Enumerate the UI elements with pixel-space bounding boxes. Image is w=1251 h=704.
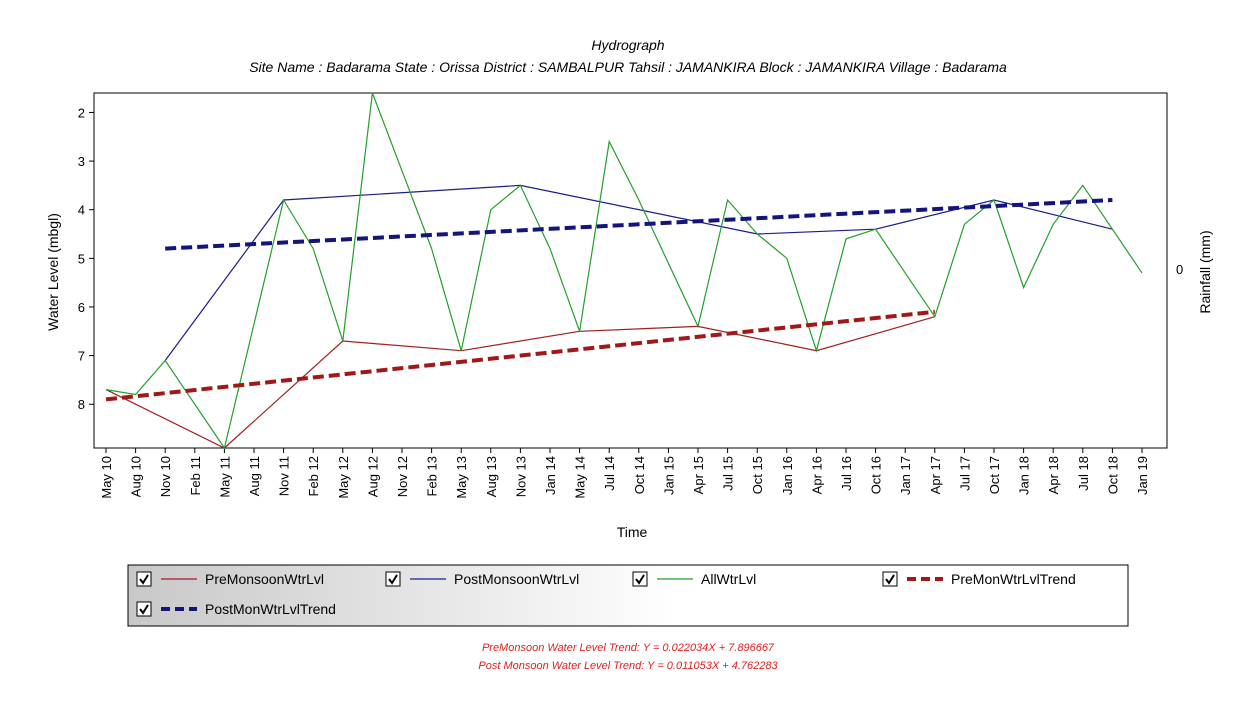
checkmark-icon bbox=[139, 604, 149, 615]
legend-checkbox[interactable] bbox=[882, 571, 898, 587]
x-tick-label: Apr 17 bbox=[928, 456, 943, 494]
legend-item-premonwtrlvltrend[interactable]: PreMonWtrLvlTrend bbox=[882, 571, 1076, 587]
x-tick-label: Jul 14 bbox=[602, 456, 617, 491]
legend-checkbox[interactable] bbox=[136, 601, 152, 617]
series-line-postmonwtrlvltrend bbox=[165, 198, 1113, 251]
chart-subtitle: Site Name : Badarama State : Orissa Dist… bbox=[249, 59, 1007, 75]
legend-item-premonsoonwtrlvl[interactable]: PreMonsoonWtrLvl bbox=[136, 571, 324, 587]
y-axis-label: Water Level (mbgl) bbox=[45, 213, 61, 331]
x-tick-label: Apr 16 bbox=[809, 456, 824, 494]
x-tick-label: Aug 10 bbox=[129, 456, 144, 497]
x-tick-label: Aug 12 bbox=[365, 456, 380, 497]
y-tick-label: 7 bbox=[78, 349, 85, 364]
x-tick-label: Nov 12 bbox=[395, 456, 410, 497]
plot-area bbox=[93, 92, 1168, 449]
x-tick-label: Jan 14 bbox=[543, 456, 558, 495]
x-tick-label: Oct 15 bbox=[750, 456, 765, 494]
x-tick-label: Nov 10 bbox=[158, 456, 173, 497]
x-tick-label: Jan 17 bbox=[898, 456, 913, 495]
y-tick-label: 3 bbox=[78, 154, 85, 169]
chart-title: Hydrograph bbox=[591, 37, 664, 53]
x-axis-label: Time bbox=[617, 524, 648, 540]
series-line-premonsoonwtrlvl bbox=[105, 316, 935, 449]
premonsoon-trend-equation: PreMonsoon Water Level Trend: Y = 0.0220… bbox=[482, 642, 775, 654]
legend-checkbox[interactable] bbox=[632, 571, 648, 587]
y2-tick-label: 0 bbox=[1176, 262, 1183, 277]
y-axis: 2 3 4 5 6 7 8 bbox=[78, 105, 94, 412]
y2-axis-label: Rainfall (mm) bbox=[1197, 230, 1213, 313]
x-tick-label: Feb 13 bbox=[425, 456, 440, 496]
legend-label: PostMonWtrLvlTrend bbox=[205, 601, 336, 617]
x-tick-label: May 13 bbox=[454, 456, 469, 499]
checkmark-icon bbox=[388, 574, 398, 585]
x-tick-label: Nov 13 bbox=[513, 456, 528, 497]
y-tick-label: 4 bbox=[78, 203, 85, 218]
legend-box bbox=[127, 564, 1129, 627]
series-line-premonwtrlvltrend bbox=[105, 309, 936, 402]
legend-label: AllWtrLvl bbox=[701, 571, 756, 587]
x-tick-label: Jan 16 bbox=[780, 456, 795, 495]
x-tick-label: Jan 15 bbox=[661, 456, 676, 495]
x-axis: May 10 Aug 10 Nov 10 Feb 11 May 11 Aug 11 Nov … bbox=[99, 448, 1150, 499]
x-tick-label: Jan 18 bbox=[1017, 456, 1032, 495]
x-tick-label: Jul 17 bbox=[957, 456, 972, 491]
x-tick-label: Apr 15 bbox=[691, 456, 706, 494]
y-tick-label: 2 bbox=[78, 105, 85, 120]
series-layer bbox=[105, 92, 1143, 450]
checkmark-icon bbox=[139, 574, 149, 585]
x-tick-label: Jul 18 bbox=[1076, 456, 1091, 491]
legend-checkbox[interactable] bbox=[385, 571, 401, 587]
legend-item-allwtrlvl[interactable]: AllWtrLvl bbox=[632, 571, 756, 587]
x-tick-label: Oct 18 bbox=[1105, 456, 1120, 494]
x-tick-label: Jul 15 bbox=[721, 456, 736, 491]
series-line-allwtrlvl bbox=[105, 92, 1143, 450]
x-tick-label: Aug 11 bbox=[247, 456, 262, 496]
y-tick-label: 5 bbox=[78, 251, 85, 266]
x-tick-label: May 12 bbox=[336, 456, 351, 499]
x-tick-label: Oct 17 bbox=[987, 456, 1002, 494]
x-tick-label: May 11 bbox=[217, 456, 232, 498]
legend: PreMonsoonWtrLvl PostMonsoonWtrLvl AllWtrL… bbox=[136, 571, 1076, 617]
x-tick-label: Apr 18 bbox=[1046, 456, 1061, 494]
series-line-postmonsoonwtrlvl bbox=[164, 184, 1113, 361]
legend-label: PreMonsoonWtrLvl bbox=[205, 571, 324, 587]
x-tick-label: Feb 11 bbox=[188, 456, 203, 496]
x-tick-label: Oct 14 bbox=[632, 456, 647, 494]
x-tick-label: Aug 13 bbox=[484, 456, 499, 497]
checkmark-icon bbox=[885, 574, 895, 585]
x-tick-label: May 10 bbox=[99, 456, 114, 499]
x-tick-label: Oct 16 bbox=[869, 456, 884, 494]
x-tick-label: Jul 16 bbox=[839, 456, 854, 491]
legend-label: PreMonWtrLvlTrend bbox=[951, 571, 1076, 587]
x-tick-label: May 14 bbox=[573, 456, 588, 499]
y-tick-label: 6 bbox=[78, 300, 85, 315]
legend-checkbox[interactable] bbox=[136, 571, 152, 587]
legend-label: PostMonsoonWtrLvl bbox=[454, 571, 579, 587]
postmonsoon-trend-equation: Post Monsoon Water Level Trend: Y = 0.01… bbox=[478, 660, 778, 672]
legend-item-postmonwtrlvltrend[interactable]: PostMonWtrLvlTrend bbox=[136, 601, 336, 617]
checkmark-icon bbox=[635, 574, 645, 585]
x-tick-label: Feb 12 bbox=[306, 456, 321, 496]
x-tick-label: Nov 11 bbox=[277, 456, 292, 496]
x-tick-label: Jan 19 bbox=[1135, 456, 1150, 495]
legend-item-postmonsoonwtrlvl[interactable]: PostMonsoonWtrLvl bbox=[385, 571, 579, 587]
y-tick-label: 8 bbox=[78, 397, 85, 412]
